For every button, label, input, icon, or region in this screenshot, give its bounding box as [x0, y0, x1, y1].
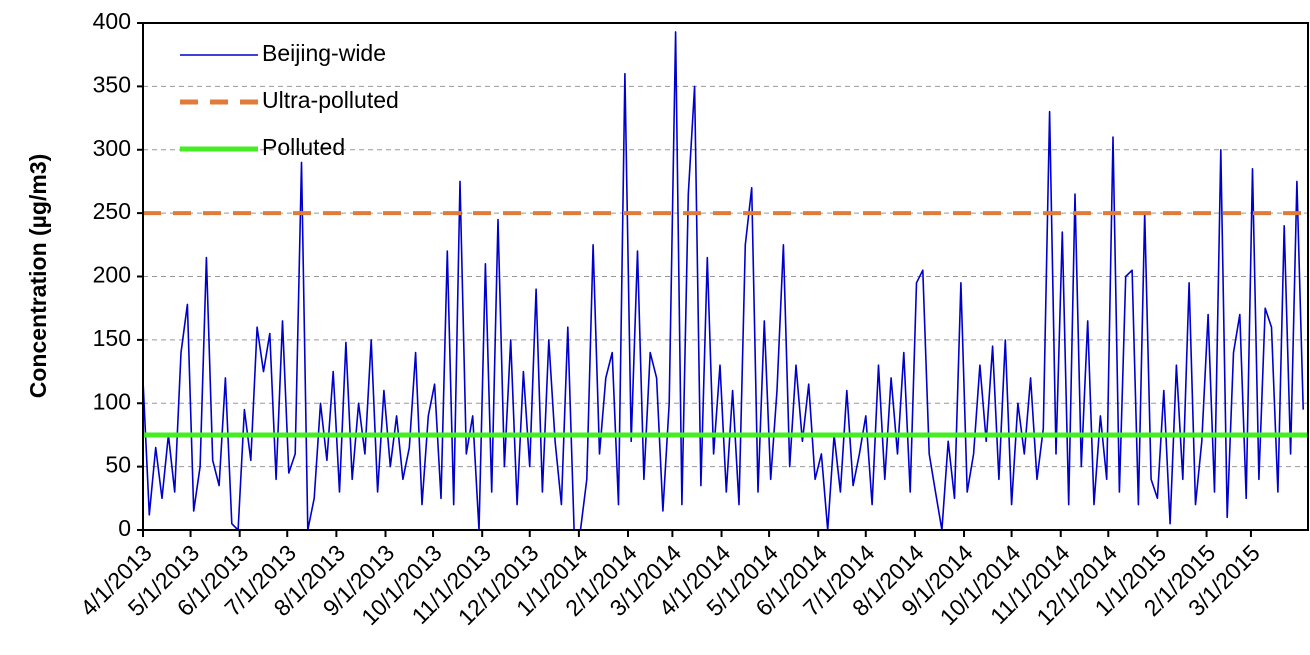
y-tick-label: 100	[93, 388, 131, 414]
y-tick-label: 150	[93, 325, 131, 351]
plot-frame	[142, 22, 1309, 531]
y-tick-label: 50	[105, 452, 131, 478]
y-tick-label: 200	[93, 262, 131, 288]
y-axis-label: Concentration (µg/m3)	[25, 154, 51, 399]
y-tick-label: 300	[93, 135, 131, 161]
y-tick-label: 350	[93, 71, 131, 97]
data-line	[142, 31, 1304, 531]
y-tick-label: 250	[93, 198, 131, 224]
y-tick-label: 400	[93, 8, 131, 34]
legend-label: Polluted	[262, 134, 345, 160]
y-tick-label: 0	[118, 515, 131, 541]
legend-label: Ultra-polluted	[262, 87, 399, 113]
legend-label: Beijing-wide	[262, 40, 386, 66]
